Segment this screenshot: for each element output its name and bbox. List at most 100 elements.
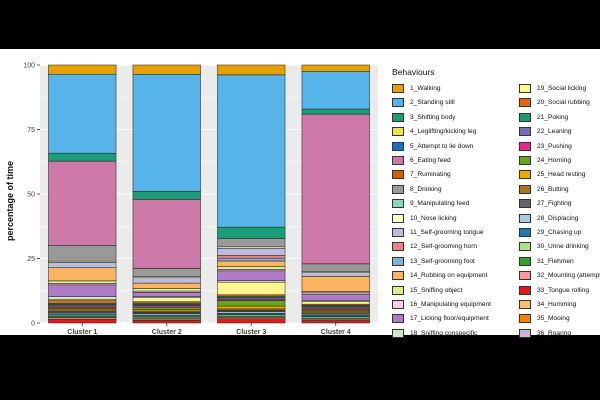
legend-label: 7_Ruminating [410, 171, 451, 179]
legend-label: 24_Horning [537, 157, 572, 164]
y-tick-label: 50 [27, 192, 35, 199]
legend-label: 17_Licking floor/equipment [410, 315, 489, 323]
legend-label: 27_Fighting [537, 200, 572, 208]
bar-segment-33 [301, 320, 370, 324]
legend-swatch [519, 84, 531, 93]
bar-segment-17 [217, 270, 286, 281]
y-tick-label: 100 [23, 63, 35, 70]
chart-figure: 0 25 50 75 100 Cluster 1 Cluster 2 Cluster 3 Clu… [0, 49, 600, 338]
legend-swatch [519, 213, 531, 223]
bar-segment-2 [48, 73, 117, 154]
bar-segment-13 [217, 257, 286, 262]
legend-swatch [519, 112, 531, 122]
bar-segment-3 [48, 152, 117, 162]
bar-segment-1 [48, 64, 117, 75]
legend-label: 36_Roaring [537, 329, 572, 337]
bar-segment-19 [132, 297, 201, 302]
bar-segment-14 [301, 276, 370, 292]
legend-swatch [392, 199, 404, 209]
bar-segment-1 [132, 64, 201, 75]
legend-swatch [392, 242, 404, 252]
legend-label: 29_Chasing up [537, 229, 582, 236]
legend-swatch [392, 228, 404, 237]
bar-segment-15 [217, 266, 286, 270]
bar-segment-18 [48, 296, 117, 300]
bar-segment-3 [132, 191, 201, 200]
legend-label: 20_Social rubbing [537, 99, 590, 107]
legend-label: 30_Urine drinking [537, 243, 589, 251]
bar-segment-3 [301, 108, 370, 115]
legend-label: 32_Mounting (attempt) [537, 272, 600, 280]
legend-label: 28_Displacing [537, 214, 579, 222]
bar-segment-33 [132, 320, 201, 324]
legend-label: 19_Social licking [537, 85, 587, 92]
legend-swatch [519, 127, 531, 137]
legend-label: 15_Sniffing object [410, 286, 463, 294]
legend-label: 33_Tongue rolling [537, 286, 590, 294]
bar-segment-8 [48, 245, 117, 262]
legend-swatch [392, 213, 404, 223]
bar-segment-3 [217, 226, 286, 239]
legend-label: 22_Leaning [537, 128, 572, 136]
legend-swatch [392, 300, 404, 309]
legend-swatch [392, 127, 404, 137]
bar-segment-8 [301, 263, 370, 272]
legend-title: Behaviours [392, 67, 435, 77]
legend-swatch [519, 184, 531, 194]
bar-segment-6 [301, 113, 370, 265]
bar-segment-24 [132, 306, 201, 310]
legend-swatch [519, 199, 531, 209]
legend-label: 6_Eating feed [410, 157, 451, 164]
legend-swatch [519, 156, 531, 165]
legend-label: 31_Flehmen [537, 257, 574, 265]
y-axis-label: percentage of time [5, 161, 15, 241]
bar-segment-15 [132, 288, 201, 292]
bar-segment-17 [48, 284, 117, 297]
bar-segment-14 [217, 260, 286, 267]
legend-label: 23_Pushing [537, 142, 572, 150]
bar-segment-17 [301, 293, 370, 301]
legend-swatch [519, 98, 531, 108]
legend-swatch [392, 141, 404, 151]
legend-label: 3_Shifting body [410, 113, 456, 121]
legend-swatch [519, 242, 531, 252]
legend-label: 12_Self-grooming horn [410, 243, 478, 251]
legend-swatch [519, 285, 531, 295]
legend-label: 14_Rubbing on equipment [410, 272, 488, 280]
legend-swatch [392, 156, 404, 165]
legend-swatch [519, 300, 531, 309]
bar-segment-19 [301, 301, 370, 305]
legend-swatch [392, 271, 404, 281]
legend-swatch [519, 256, 531, 266]
legend-swatch [519, 314, 531, 324]
y-tick-label: 25 [27, 256, 35, 263]
legend-label: 2_Standing still [410, 99, 455, 107]
bar-segment-8 [217, 238, 286, 248]
legend-swatch [392, 184, 404, 194]
legend-swatch [392, 112, 404, 122]
bar-segment-12 [217, 255, 286, 259]
bar-segment-6 [48, 160, 117, 246]
bar-segment-1 [301, 64, 370, 72]
bar-segment-11 [132, 277, 201, 284]
bar-segment-6 [132, 199, 201, 269]
legend-swatch [519, 228, 531, 237]
bar-segment-14 [132, 282, 201, 289]
legend-label: 10_Nose licking [410, 214, 457, 222]
bar-segment-11 [217, 248, 286, 256]
legend-label: 5_Attempt to lie down [410, 142, 474, 150]
legend-label: 11_Self-grooming tongue [410, 229, 484, 236]
legend-swatch [392, 84, 404, 93]
legend-swatch [392, 170, 404, 180]
legend-swatch [392, 98, 404, 108]
bar-segment-33 [48, 318, 117, 324]
legend-swatch [392, 285, 404, 295]
bar-segment-19 [217, 281, 286, 296]
bar-segment-20 [48, 300, 117, 304]
bar-segment-25 [217, 305, 286, 310]
bar-segment-2 [132, 74, 201, 192]
legend-label: 13_Self-grooming foot [410, 257, 475, 265]
y-tick-label: 75 [27, 127, 35, 134]
bar-segment-2 [217, 74, 286, 228]
bar-segment-11 [301, 272, 370, 277]
